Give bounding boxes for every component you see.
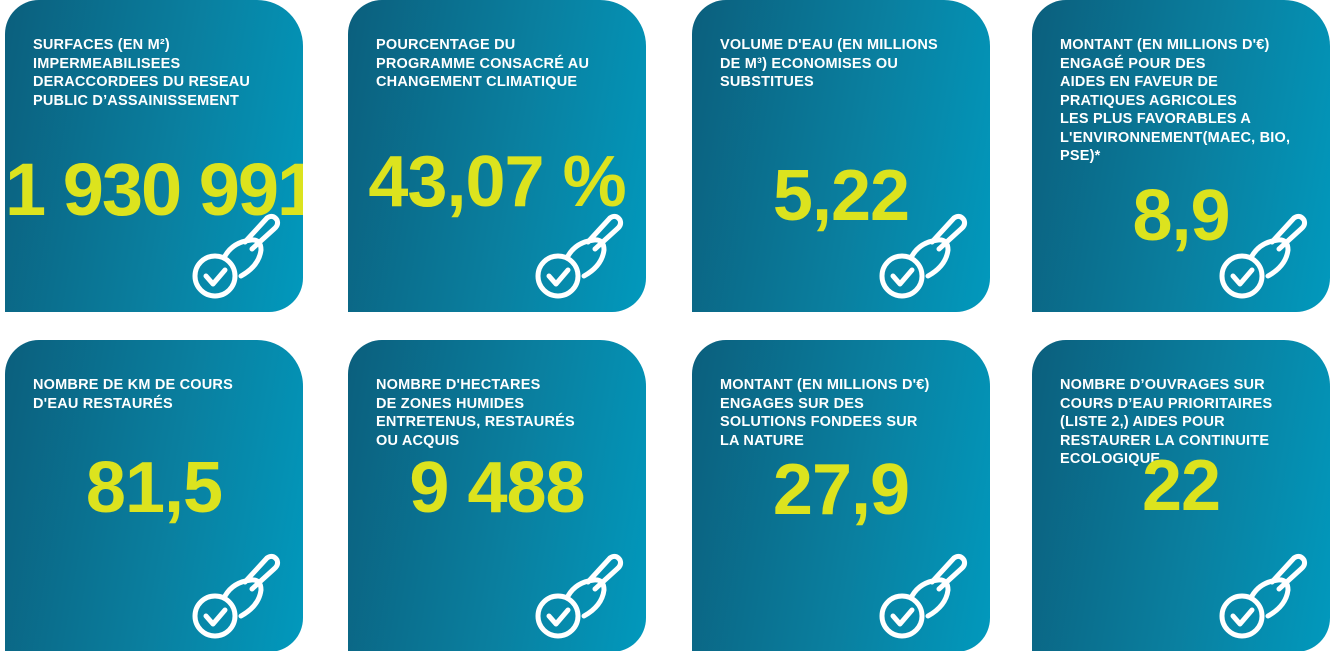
indicator-label: NOMBRE D'HECTARES DE ZONES HUMIDES ENTRETE… — [376, 376, 575, 450]
indicator-tile: VOLUME D'EAU (EN MILLIONS DE M³) ECONOMIS… — [692, 0, 990, 312]
label-line: NOMBRE D'HECTARES — [376, 377, 541, 393]
indicator-label: POURCENTAGE DU PROGRAMME CONSACRÉ AU CHANG… — [376, 36, 589, 92]
label-line: PUBLIC D’ASSAINISSEMENT — [33, 92, 240, 109]
label-line: SOLUTIONS FONDEES SUR — [720, 414, 918, 430]
label-line: DERACCORDEES DU RESEAU — [33, 74, 251, 90]
label-line: PSE)* — [1060, 148, 1101, 164]
label-line: PRATIQUES AGRICOLES — [1060, 92, 1238, 109]
label-line: (LISTE 2,) AIDES POUR — [1060, 414, 1225, 430]
indicator-label: NOMBRE D’OUVRAGES SUR COURS D’EAU PRIORIT… — [1060, 376, 1272, 469]
label-line: COURS D’EAU PRIORITAIRES — [1060, 395, 1273, 412]
indicator-tile: SURFACES (EN M²) IMPERMEABILISEES DERACCOR… — [5, 0, 303, 312]
label-line: DE ZONES HUMIDES — [376, 395, 525, 412]
label-line: ECOLOGIQUE — [1060, 451, 1161, 467]
label-line: AIDES EN FAVEUR DE — [1060, 74, 1219, 90]
label-line: LES PLUS FAVORABLES A — [1060, 111, 1252, 127]
label-line: SURFACES (EN M²) — [33, 37, 170, 53]
label-line: D'EAU RESTAURÉS — [33, 395, 173, 412]
label-line: VOLUME D'EAU (EN MILLIONS — [720, 37, 938, 53]
check-icon — [185, 208, 285, 308]
indicator-label: NOMBRE DE KM DE COURS D'EAU RESTAURÉS — [33, 376, 233, 413]
check-icon — [185, 548, 285, 648]
label-line: MONTANT (EN MILLIONS D'€) — [1060, 37, 1270, 53]
indicator-tile: NOMBRE D'HECTARES DE ZONES HUMIDES ENTRETE… — [348, 340, 646, 651]
label-line: IMPERMEABILISEES — [33, 55, 181, 72]
indicator-label: VOLUME D'EAU (EN MILLIONS DE M³) ECONOMIS… — [720, 36, 938, 92]
check-icon — [1212, 548, 1312, 648]
indicator-tile: MONTANT (EN MILLIONS D'€) ENGAGES SUR DES… — [692, 340, 990, 651]
indicator-label: MONTANT (EN MILLIONS D'€) ENGAGES SUR DES… — [720, 376, 930, 450]
label-line: DE M³) ECONOMISES OU — [720, 55, 899, 72]
label-line: RESTAURER LA CONTINUITE — [1060, 432, 1270, 449]
indicator-value: 1 930 991 — [5, 148, 303, 231]
indicator-label: MONTANT (EN MILLIONS D'€) ENGAGÉ POUR DES… — [1060, 36, 1290, 166]
indicator-tile: NOMBRE DE KM DE COURS D'EAU RESTAURÉS 81,5 — [5, 340, 303, 651]
check-icon — [872, 208, 972, 308]
indicator-tile: NOMBRE D’OUVRAGES SUR COURS D’EAU PRIORIT… — [1032, 340, 1330, 651]
check-icon — [528, 548, 628, 648]
label-line: NOMBRE D’OUVRAGES SUR — [1060, 377, 1265, 393]
indicator-value: 43,07 % — [368, 142, 626, 222]
label-line: L'ENVIRONNEMENT(MAEC, BIO, — [1060, 129, 1291, 146]
indicator-value: 81,5 — [85, 448, 223, 528]
indicator-tile: POURCENTAGE DU PROGRAMME CONSACRÉ AU CHANG… — [348, 0, 646, 312]
label-line: ENGAGES SUR DES — [720, 395, 864, 412]
label-line: SUBSTITUES — [720, 74, 814, 90]
label-line: CHANGEMENT CLIMATIQUE — [376, 74, 578, 90]
indicator-value: 27,9 — [772, 450, 910, 530]
indicator-value: 5,22 — [772, 156, 910, 236]
label-line: NOMBRE DE KM DE COURS — [33, 377, 233, 393]
check-icon — [528, 208, 628, 308]
check-icon — [872, 548, 972, 648]
label-line: ENGAGÉ POUR DES — [1060, 55, 1206, 72]
indicator-value: 22 — [1141, 446, 1221, 526]
indicator-value: 9 488 — [409, 448, 585, 528]
check-icon — [1212, 208, 1312, 308]
indicator-label: SURFACES (EN M²) IMPERMEABILISEES DERACCOR… — [33, 36, 250, 110]
label-line: PROGRAMME CONSACRÉ AU — [376, 55, 590, 72]
label-line: ENTRETENUS, RESTAURÉS — [376, 414, 575, 430]
label-line: LA NATURE — [720, 432, 804, 449]
label-line: MONTANT (EN MILLIONS D'€) — [720, 377, 930, 393]
label-line: POURCENTAGE DU — [376, 37, 516, 53]
label-line: OU ACQUIS — [376, 432, 460, 449]
indicator-tile: MONTANT (EN MILLIONS D'€) ENGAGÉ POUR DES… — [1032, 0, 1330, 312]
indicator-value: 8,9 — [1132, 176, 1230, 256]
